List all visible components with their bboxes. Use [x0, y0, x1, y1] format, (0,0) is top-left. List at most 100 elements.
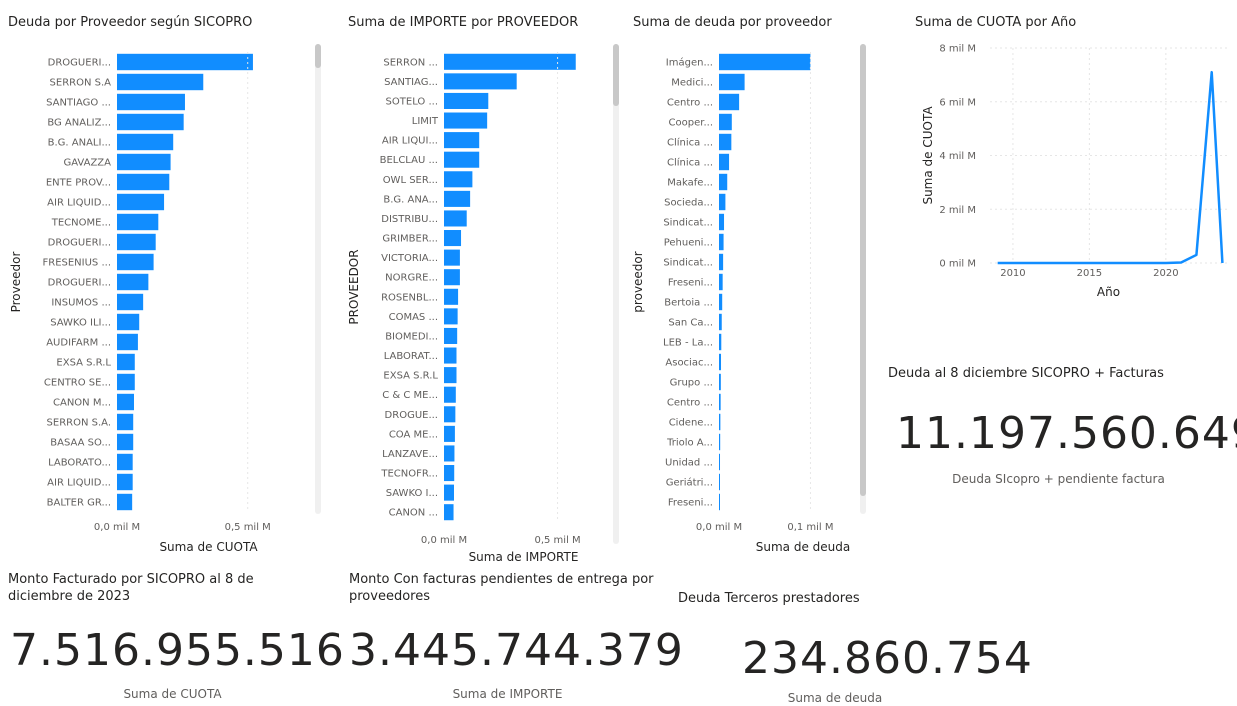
bar	[719, 493, 720, 511]
x-tick-label: 2020	[1153, 268, 1178, 279]
bar	[117, 353, 135, 371]
card-value: 234.860.754	[742, 633, 1033, 684]
bar	[719, 93, 740, 111]
y-tick-label: 4 mil M	[939, 151, 976, 162]
category-tick-label: ENTE PROV...	[46, 178, 111, 189]
category-tick-label: Centro ...	[667, 398, 713, 409]
card-value: 11.197.560.649	[896, 408, 1237, 459]
bar	[444, 171, 473, 188]
bar	[117, 53, 253, 71]
x-axis-label: Suma de IMPORTE	[469, 550, 579, 564]
bar	[444, 112, 488, 129]
bar	[444, 230, 462, 247]
category-tick-label: GAVAZZA	[63, 158, 111, 169]
category-tick-label: Geriátri...	[666, 477, 713, 489]
category-tick-label: DROGUERI...	[48, 58, 111, 69]
bar	[719, 413, 721, 431]
category-tick-label: LABORAT...	[384, 351, 438, 362]
bar	[117, 193, 165, 211]
bar	[444, 308, 458, 325]
bar-chart-deuda: Imágen... Medici... Centro ... Cooper... Clí…	[631, 44, 866, 554]
category-tick-label: Medici...	[671, 78, 713, 89]
x-tick-label: 2010	[1000, 268, 1025, 279]
category-tick-label: Unidad ...	[665, 458, 713, 469]
x-axis-label: Suma de CUOTA	[159, 540, 258, 554]
bar	[117, 233, 156, 251]
category-tick-label: Asociac...	[665, 358, 713, 369]
category-tick-label: Pehueni...	[664, 238, 713, 249]
bar	[444, 347, 457, 364]
bar	[719, 113, 732, 131]
category-tick-label: DROGUERI...	[48, 238, 111, 249]
bar	[719, 73, 745, 91]
bar-chart-importe: SERRON ... SANTIAG... SOTELO ... LIMIT AIR L…	[347, 44, 619, 564]
category-tick-label: DROGUE...	[385, 410, 438, 421]
category-tick-label: COMAS ...	[389, 312, 438, 323]
scrollbar-track	[315, 44, 321, 514]
category-tick-label: DROGUERI...	[48, 278, 111, 289]
category-tick-label: LANZAVE...	[382, 449, 438, 460]
bar-chart-cuota: DROGUERI... SERRON S.A SANTIAGO ... BG ANAL…	[9, 44, 321, 554]
bar	[719, 373, 721, 391]
bar	[117, 253, 154, 271]
bar	[719, 333, 722, 351]
category-tick-label: SAWKO I...	[386, 488, 438, 499]
bar	[444, 210, 467, 227]
bar	[444, 92, 489, 109]
category-tick-label: Centro ...	[667, 98, 713, 109]
card-label: Suma de IMPORTE	[452, 687, 563, 701]
bar	[444, 327, 458, 344]
category-tick-label: Imágen...	[666, 57, 713, 69]
bar	[117, 413, 134, 431]
bar	[444, 465, 455, 482]
bar	[719, 433, 721, 451]
x-tick-label: 0,0 mil M	[421, 535, 467, 546]
chart-deuda-proveedor-sicopro: Deuda por Proveedor según SICOPRO DROGUE…	[0, 0, 330, 560]
bar	[117, 473, 133, 491]
bar	[117, 453, 133, 471]
bar	[444, 73, 517, 90]
category-tick-label: C & C ME...	[382, 390, 438, 401]
category-tick-label: AUDIFARM ...	[46, 338, 111, 349]
category-tick-label: EXSA S.R.L	[383, 371, 438, 382]
category-tick-label: B.G. ANA...	[383, 194, 438, 205]
card-title: Monto Con facturas pendientes de entrega…	[349, 572, 654, 604]
bar	[719, 173, 728, 191]
bar	[719, 273, 723, 291]
category-tick-label: Bertoia ...	[664, 298, 713, 309]
scrollbar-thumb	[315, 44, 321, 68]
card-monto-pendientes: Monto Con facturas pendientes de entrega…	[345, 565, 683, 706]
category-tick-label: COA ME...	[389, 429, 438, 440]
category-tick-label: LIMIT	[412, 116, 439, 127]
category-tick-label: NORGRE...	[385, 273, 438, 284]
x-tick-label: 0,5 mil M	[534, 535, 580, 546]
bar	[719, 353, 722, 371]
bar	[117, 273, 149, 291]
bar	[444, 445, 455, 462]
card-value: 3.445.744.379	[349, 625, 684, 676]
category-tick-label: Sindicat...	[663, 218, 713, 229]
category-tick-label: SANTIAGO ...	[46, 98, 111, 109]
x-tick-label: 0,1 mil M	[787, 522, 833, 533]
bar	[444, 386, 456, 403]
category-tick-label: CANON M...	[53, 398, 111, 409]
bar	[117, 173, 170, 191]
chart-importe-proveedor: Suma de IMPORTE por PROVEEDOR SERRON ...…	[340, 0, 630, 570]
bar	[117, 93, 185, 111]
x-tick-label: 0,0 mil M	[94, 522, 140, 533]
line-chart-cuota: 0 mil M 2 mil M 4 mil M 6 mil M 8 mil M 2010 2…	[921, 44, 1227, 299]
category-tick-label: SERRON ...	[383, 57, 438, 68]
category-tick-label: EXSA S.R.L	[56, 358, 111, 369]
bar	[719, 153, 730, 171]
bar	[719, 233, 724, 251]
category-tick-label: DISTRIBU...	[381, 214, 438, 225]
bar	[117, 133, 174, 151]
x-axis-label: Suma de deuda	[756, 540, 850, 554]
category-tick-label: LABORATO...	[48, 458, 111, 469]
bar	[719, 293, 723, 311]
category-tick-label: BELCLAU ...	[380, 155, 438, 166]
chart-title: Deuda por Proveedor según SICOPRO	[8, 15, 253, 30]
bar	[444, 190, 471, 207]
card-label: Suma de CUOTA	[123, 687, 222, 701]
bar	[719, 453, 721, 471]
